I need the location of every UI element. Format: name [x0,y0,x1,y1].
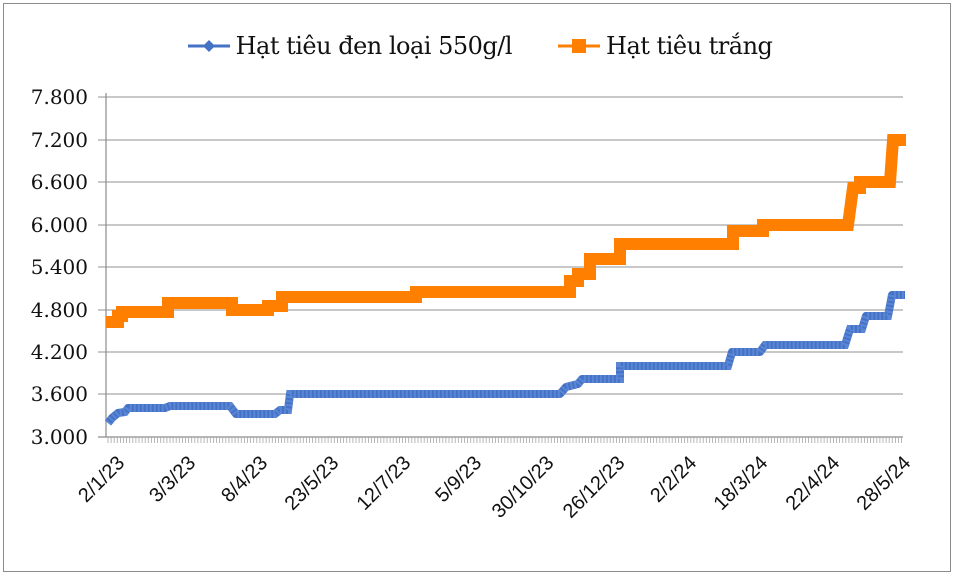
y-tick-label: 6.600 [30,170,88,194]
y-tick-label: 7.800 [30,85,88,109]
y-tick-label: 5.400 [30,255,88,279]
square-marker-icon [558,39,601,53]
legend-label: Hạt tiêu trắng [606,32,773,60]
chart-legend: Hạt tiêu đen loại 550g/l Hạt tiêu trắng [0,28,960,64]
y-tick-label: 3.600 [30,382,88,406]
legend-item-white-pepper: Hạt tiêu trắng [558,32,773,60]
series-white-pepper [106,134,906,328]
gridlines [98,96,903,395]
y-tick-label: 4.200 [30,340,88,364]
y-tick-label: 6.000 [30,213,88,237]
y-tick-label: 7.200 [30,128,88,152]
y-tick-label: 4.800 [30,298,88,322]
diamond-marker-icon [187,40,230,52]
y-tick-label: 3.000 [30,425,88,449]
legend-item-black-pepper: Hạt tiêu đen loại 550g/l [187,32,513,60]
legend-label: Hạt tiêu đen loại 550g/l [235,32,513,60]
